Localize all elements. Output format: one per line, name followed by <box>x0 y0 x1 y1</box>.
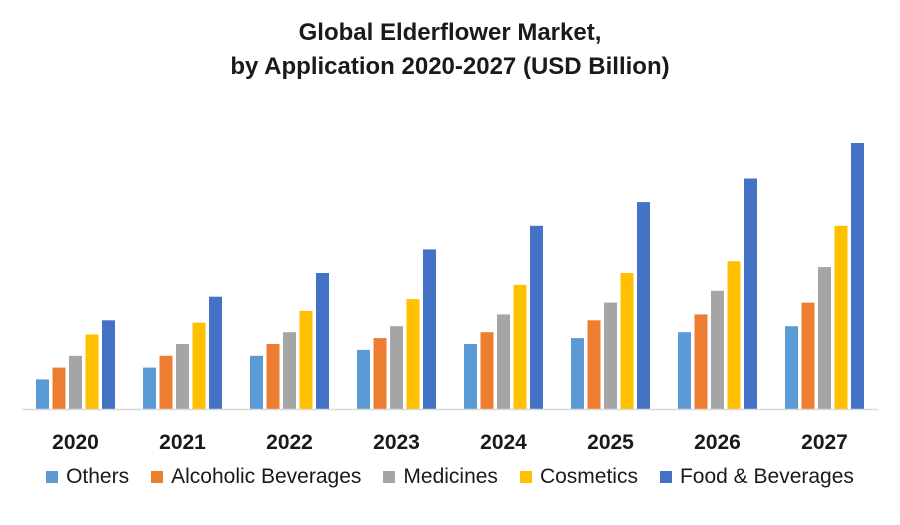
x-tick-label-2022: 2022 <box>266 431 313 454</box>
bar-cosmetics-2027 <box>834 225 848 409</box>
bar-medicines-2026 <box>711 290 724 409</box>
bar-food-beverages-2025 <box>637 202 650 409</box>
x-tick-label-2020: 2020 <box>52 431 99 454</box>
legend-item-medicines: Medicines <box>383 465 498 489</box>
x-tick-label-2021: 2021 <box>159 431 206 454</box>
chart-title: Global Elderflower Market, by Applicatio… <box>0 16 900 84</box>
legend-item-cosmetics: Cosmetics <box>519 465 638 489</box>
bar-cosmetics-2023 <box>406 299 420 409</box>
legend-label-food-beverages: Food & Beverages <box>679 465 854 488</box>
legend-swatch-food-beverages <box>659 471 672 483</box>
x-tick-label-2025: 2025 <box>587 431 634 454</box>
bar-medicines-2021 <box>176 344 189 409</box>
bar-chart-plot: 2020 2021 2022 2023 2024 2025 2026 2027 <box>22 143 878 454</box>
bar-cosmetics-2020 <box>85 334 99 409</box>
legend-item-food-beverages: Food & Beverages <box>659 465 854 489</box>
legend-swatch-medicines <box>383 471 396 483</box>
legend-swatch-others <box>46 471 59 483</box>
chart-title-line-1: Global Elderflower Market, <box>298 19 602 46</box>
bar-alcoholic-beverages-2022 <box>266 344 280 409</box>
bar-others-2022 <box>250 355 263 409</box>
bar-medicines-2027 <box>818 267 831 409</box>
bar-alcoholic-beverages-2027 <box>801 302 815 409</box>
bar-others-2026 <box>678 332 691 409</box>
x-tick-label-2024: 2024 <box>480 431 527 454</box>
legend-label-medicines: Medicines <box>403 465 498 488</box>
bars-group <box>36 143 864 409</box>
bar-alcoholic-beverages-2021 <box>159 355 173 409</box>
bar-food-beverages-2024 <box>530 225 543 409</box>
legend-label-others: Others <box>66 465 130 488</box>
bar-others-2023 <box>357 349 370 409</box>
bar-food-beverages-2020 <box>102 320 115 409</box>
bar-alcoholic-beverages-2024 <box>480 332 494 409</box>
chart-legend: Others Alcoholic Beverages Medicines Cosmet… <box>0 460 900 494</box>
legend-label-alcoholic-beverages: Alcoholic Beverages <box>171 465 362 488</box>
bar-medicines-2023 <box>390 326 403 409</box>
bar-cosmetics-2025 <box>620 273 634 409</box>
bar-others-2024 <box>464 344 477 409</box>
x-tick-label-2026: 2026 <box>694 431 741 454</box>
legend-item-alcoholic-beverages: Alcoholic Beverages <box>151 465 361 489</box>
bar-food-beverages-2022 <box>316 273 329 409</box>
legend-label-cosmetics: Cosmetics <box>539 465 638 488</box>
bar-alcoholic-beverages-2026 <box>694 314 708 409</box>
x-tick-label-2023: 2023 <box>373 431 420 454</box>
bar-food-beverages-2023 <box>423 249 436 409</box>
bar-cosmetics-2021 <box>192 322 206 409</box>
bar-medicines-2024 <box>497 314 510 409</box>
bar-medicines-2020 <box>69 355 82 409</box>
bar-cosmetics-2022 <box>299 310 313 409</box>
bar-medicines-2025 <box>604 302 617 409</box>
bar-others-2020 <box>36 379 49 409</box>
x-tick-label-2027: 2027 <box>801 431 848 454</box>
bar-others-2027 <box>785 326 798 409</box>
chart-title-line-2: by Application 2020-2027 (USD Billion) <box>230 53 670 80</box>
bar-cosmetics-2024 <box>513 284 527 409</box>
bar-food-beverages-2021 <box>209 296 222 409</box>
bar-food-beverages-2027 <box>851 143 864 409</box>
bar-cosmetics-2026 <box>727 261 741 409</box>
bar-alcoholic-beverages-2025 <box>587 320 601 409</box>
bar-others-2025 <box>571 338 584 409</box>
bar-alcoholic-beverages-2020 <box>52 367 66 409</box>
legend-item-others: Others <box>46 465 129 489</box>
legend-swatch-alcoholic-beverages <box>151 471 164 483</box>
x-tick-labels: 2020 2021 2022 2023 2024 2025 2026 2027 <box>52 431 848 454</box>
legend-swatch-cosmetics <box>519 471 532 483</box>
bar-alcoholic-beverages-2023 <box>373 338 387 409</box>
bar-food-beverages-2026 <box>744 178 757 409</box>
bar-others-2021 <box>143 367 156 409</box>
bar-medicines-2022 <box>283 332 296 409</box>
